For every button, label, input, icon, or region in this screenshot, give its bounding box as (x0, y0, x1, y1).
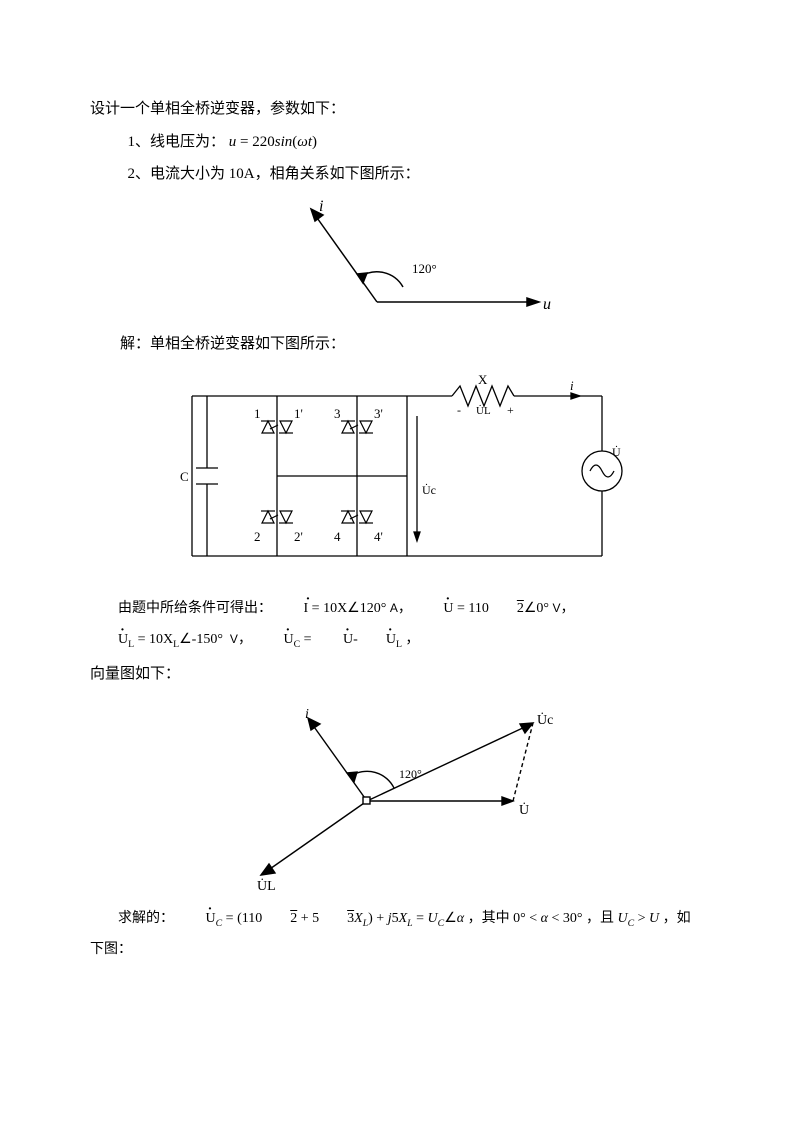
phasor-diagram-1: i u 120° (227, 197, 567, 322)
deriv1-UC: UC = U-UL (255, 632, 401, 647)
phasor2-uc: U̇c (537, 711, 553, 728)
cap-label: C (180, 469, 189, 484)
sw-1: 1 (254, 406, 261, 421)
deriv2-cond2: UC > U (617, 911, 659, 926)
solution-intro: 解：单相全桥逆变器如下图所示： (90, 330, 703, 359)
ul-label: U̇L (476, 405, 491, 417)
problem-title: 设计一个单相全桥逆变器，参数如下： (90, 95, 703, 124)
deriv2-mid2: ，且 (586, 911, 614, 926)
uc-label: U̇c (422, 483, 436, 497)
param1-equation: u = 220sin(ωt) (229, 134, 317, 150)
deriv1-UL: UL = 10XL∠-150° (90, 632, 223, 647)
derivation-2: 求解的： UC = (1102 + 53XL) + j5XL = UC∠α ，其… (90, 904, 703, 966)
param-1: 1、线电压为： u = 220sin(ωt) (90, 128, 703, 157)
param1-label: 1、线电压为： (128, 134, 226, 150)
sw-4p: 4' (374, 529, 383, 544)
deriv2-cond1: 0° < α < 30° (513, 911, 582, 926)
phasor2-u: U̇ (519, 801, 529, 818)
phasor2-i: i (305, 707, 309, 722)
deriv1-I-unit: A (390, 601, 398, 615)
sw-2: 2 (254, 529, 261, 544)
phasor1-i-label: i (319, 198, 323, 215)
eq-lhs: u (229, 134, 237, 150)
ul-plus: + (507, 403, 514, 417)
phasor1-u-label: u (543, 296, 551, 313)
sw-1p: 1' (294, 406, 303, 421)
phasor-diagram-2: i U̇ U̇c U̇L 120° (197, 696, 597, 896)
eq-coef: 220 (252, 134, 275, 150)
sw-3: 3 (334, 406, 341, 421)
x-label: X (478, 372, 488, 387)
deriv2-mid: ，其中 (468, 911, 510, 926)
deriv1-U: U = 1102∠0° (415, 601, 549, 616)
sw-4: 4 (334, 529, 341, 544)
deriv1-suffix: ， (405, 632, 419, 647)
deriv2-eq: UC = (1102 + 53XL) + j5XL = UC∠α (178, 911, 468, 926)
ul-minus: - (457, 403, 461, 417)
i-label: i (570, 378, 574, 393)
sw-3p: 3' (374, 406, 383, 421)
deriv1-U-unit: V (553, 601, 561, 615)
eq-arg: ωt (297, 134, 312, 150)
deriv1-I: I = 10X∠120° (276, 601, 387, 616)
phasor2-angle: 120° (399, 767, 422, 781)
phasor2-ul: U̇L (257, 877, 276, 894)
deriv2-prefix: 求解的： (118, 911, 174, 926)
sw-2p: 2' (294, 529, 303, 544)
derivation-1: 由题中所给条件可得出： I = 10X∠120° A， U = 1102∠0° … (90, 594, 703, 656)
vector-diagram-intro: 向量图如下： (90, 660, 703, 689)
eq-func: sin (275, 134, 293, 150)
param-2: 2、电流大小为 10A，相角关系如下图所示： (90, 160, 703, 189)
deriv1-UL-unit: V (230, 632, 238, 646)
circuit-diagram: C 1 1' 3 3' 2 2' 4 4' X i U̇c U̇L - + U̇ (162, 366, 632, 586)
deriv1-prefix: 由题中所给条件可得出： (118, 601, 272, 616)
phasor1-angle-label: 120° (412, 261, 437, 276)
u-label: U̇ (612, 445, 621, 459)
